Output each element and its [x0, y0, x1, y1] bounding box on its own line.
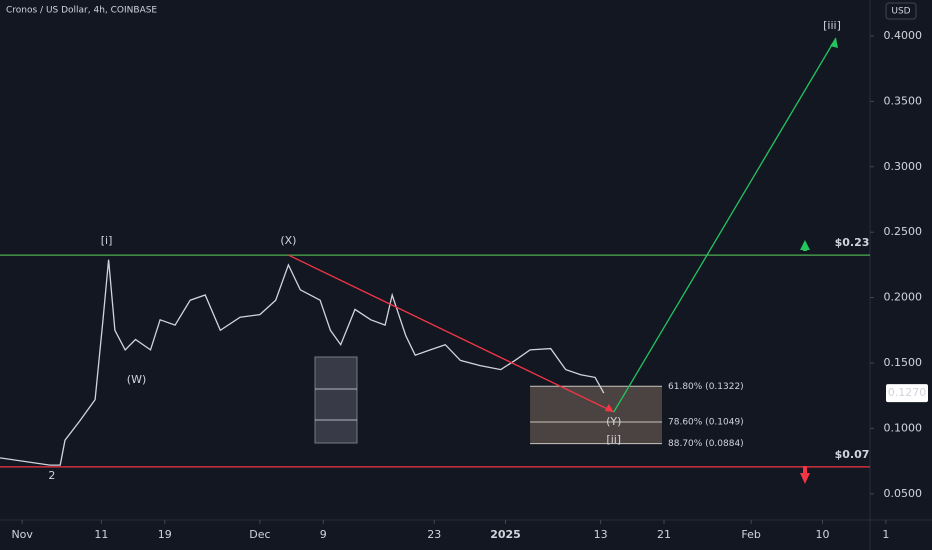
- level-label: $0.07: [835, 448, 870, 461]
- fib-zone: [530, 386, 662, 444]
- x-tick-label: 1: [882, 528, 889, 541]
- x-tick-label: 10: [815, 528, 829, 541]
- wave-label: [ii]: [606, 433, 621, 446]
- x-tick-label: Feb: [741, 528, 760, 541]
- arrow-head: [604, 404, 614, 413]
- last-price-label: 0.1270: [888, 386, 927, 399]
- x-tick-label: 9: [320, 528, 327, 541]
- y-tick-label: 0.0500: [884, 487, 923, 500]
- fib-label: 61.80% (0.1322): [668, 382, 744, 392]
- x-tick-label: 21: [657, 528, 671, 541]
- x-tick-label: Dec: [249, 528, 270, 541]
- x-tick-label: 19: [158, 528, 172, 541]
- fib-label: 78.60% (0.1049): [668, 418, 744, 428]
- wave-label: (X): [280, 234, 296, 247]
- zone-box: [314, 356, 358, 444]
- arrow-head: [830, 38, 838, 48]
- x-tick-label: 13: [594, 528, 608, 541]
- y-tick-label: 0.1000: [884, 421, 923, 434]
- wave-label: 2: [48, 469, 55, 482]
- wave-label: (W): [127, 373, 146, 386]
- y-tick-label: 0.3000: [884, 160, 923, 173]
- chart-title: Cronos / US Dollar, 4h, COINBASE: [6, 6, 157, 16]
- last-price-box: [886, 384, 928, 403]
- y-tick-label: 0.2000: [884, 291, 923, 304]
- wave-label: [i]: [101, 234, 113, 247]
- price-line: [0, 259, 605, 466]
- y-tick-label: 0.1500: [884, 356, 923, 369]
- y-tick-label: 0.3500: [884, 94, 923, 107]
- x-tick-label: 11: [94, 528, 108, 541]
- trend-line: [288, 254, 615, 413]
- x-tick-label: 23: [427, 528, 441, 541]
- level-label: $0.23: [835, 236, 870, 249]
- down-arrow-icon: [800, 466, 810, 484]
- x-tick-label: 2025: [490, 528, 521, 541]
- wave-label: [iii]: [823, 19, 841, 32]
- y-tick-label: 0.2500: [884, 225, 923, 238]
- wave-label: (Y): [606, 415, 621, 428]
- currency-box[interactable]: [885, 2, 917, 20]
- currency[interactable]: USD: [891, 7, 910, 17]
- y-tick-label: 0.4000: [884, 29, 923, 42]
- up-arrow-icon: [800, 240, 810, 251]
- projection-line: [613, 37, 837, 413]
- x-tick-label: Nov: [11, 528, 33, 541]
- fib-label: 88.70% (0.0884): [668, 439, 744, 449]
